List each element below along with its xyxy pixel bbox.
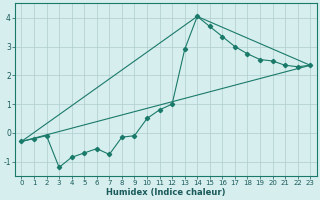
X-axis label: Humidex (Indice chaleur): Humidex (Indice chaleur) [106, 188, 226, 197]
